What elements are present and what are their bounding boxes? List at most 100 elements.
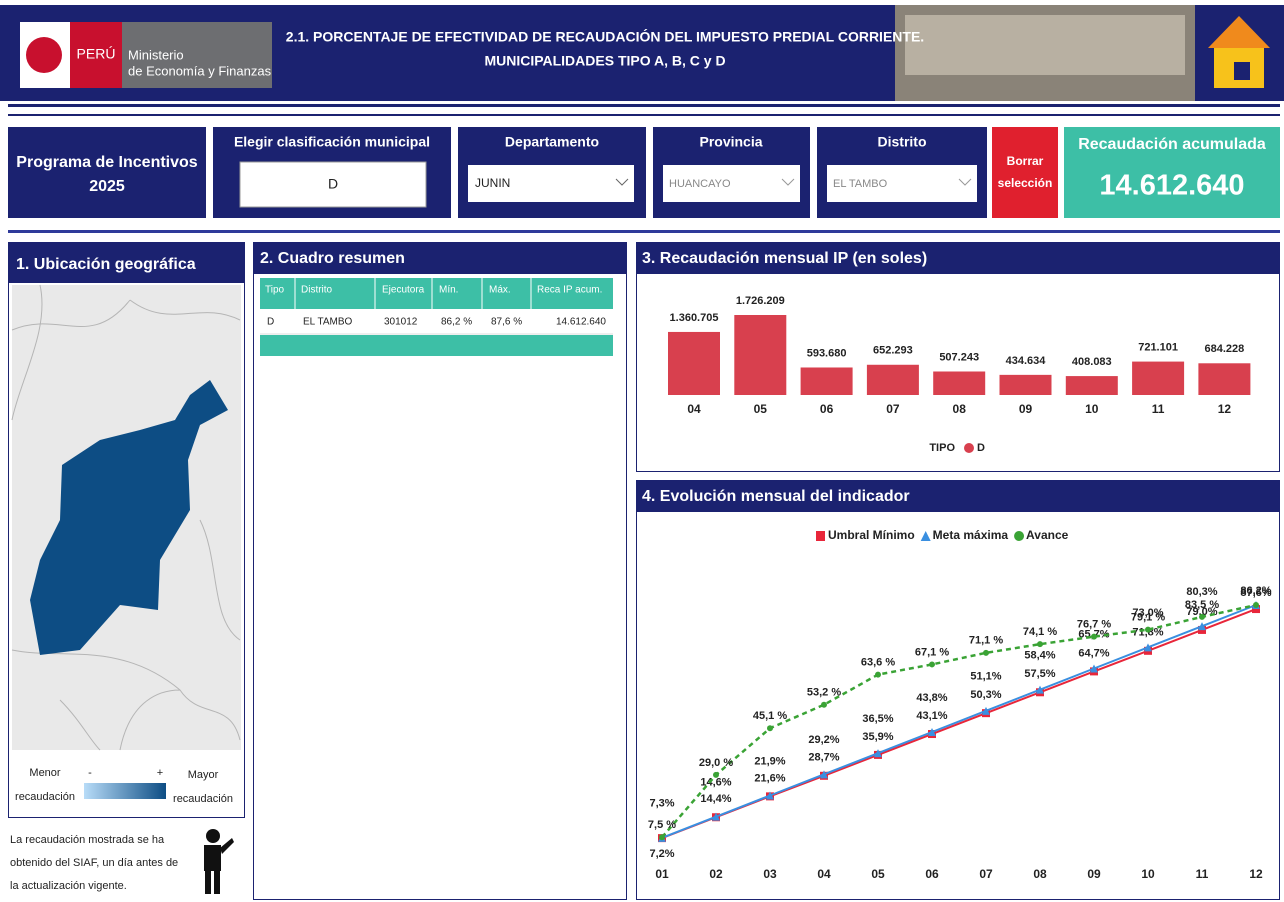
clear-label: Borrar [1007, 154, 1044, 168]
page-title: MUNICIPALIDADES TIPO A, B, C y D [484, 53, 725, 69]
column-header: Distrito [301, 285, 333, 296]
logo-country: PERÚ [77, 46, 116, 62]
data-label: 7,2% [649, 848, 674, 860]
data-label: 21,9% [754, 755, 785, 767]
x-tick-label: 08 [953, 402, 967, 416]
panel-title: 4. Evolución mensual del indicador [642, 488, 910, 505]
bar [1198, 363, 1250, 395]
table-cell: EL TAMBO [303, 317, 352, 328]
x-tick-label: 01 [655, 867, 669, 881]
x-tick-label: 08 [1033, 867, 1047, 881]
panel-title: 3. Recaudación mensual IP (en soles) [642, 250, 927, 267]
divider [8, 230, 1280, 233]
filter-value: D [328, 176, 338, 192]
legend-marker [816, 531, 825, 541]
data-label: 43,8% [916, 692, 947, 704]
point-marker [929, 661, 935, 667]
data-label: 74,1 % [1023, 626, 1057, 638]
filter-value: EL TAMBO [833, 178, 888, 190]
point-marker [1145, 627, 1151, 633]
chart-panel [637, 481, 1280, 900]
data-label: 79,1 % [1131, 612, 1165, 624]
legend-marker [1014, 531, 1024, 541]
data-label: 87,6% [1240, 587, 1271, 599]
panel-title: 2. Cuadro resumen [260, 250, 405, 267]
logo-ministry: de Economía y Finanzas [128, 63, 272, 78]
logo-shield [26, 37, 62, 73]
x-tick-label: 05 [871, 867, 885, 881]
data-label: 29,2% [808, 734, 839, 746]
header-photo-building [905, 15, 1185, 75]
data-label: 51,1% [970, 671, 1001, 683]
clear-label: selección [998, 176, 1053, 190]
legend-title: TIPO [929, 442, 955, 454]
page: PERÚ Ministerio de Economía y Finanzas 2… [0, 0, 1284, 902]
filter-label: Provincia [699, 134, 762, 150]
clear-button[interactable] [992, 127, 1058, 218]
filter-label: Departamento [505, 134, 599, 150]
table-total-row [260, 335, 613, 356]
x-tick-label: 05 [754, 402, 768, 416]
bar [1000, 375, 1052, 395]
note: la actualización vigente. [10, 880, 127, 892]
filter-label: Elegir clasificación municipal [234, 134, 430, 150]
x-tick-label: 12 [1249, 867, 1263, 881]
point-marker [821, 702, 827, 708]
data-label: 76,7 % [1077, 619, 1111, 631]
x-tick-label: 09 [1019, 402, 1033, 416]
page-title: 2.1. PORCENTAJE DE EFECTIVIDAD DE RECAUD… [286, 28, 924, 45]
column-header: Máx. [489, 285, 511, 296]
x-tick-label: 03 [763, 867, 777, 881]
x-tick-label: 11 [1196, 867, 1209, 881]
x-tick-label: 12 [1218, 402, 1232, 416]
x-tick-label: 11 [1152, 402, 1165, 416]
map-legend-gradient [84, 783, 166, 799]
x-tick-label: 09 [1087, 867, 1101, 881]
data-label: 80,3% [1186, 586, 1217, 598]
x-tick-label: 02 [709, 867, 723, 881]
legend-label: D [977, 442, 985, 454]
person-icon [204, 829, 234, 894]
x-tick-label: 07 [886, 402, 900, 416]
point-marker [1037, 641, 1043, 647]
data-label: 43,1% [916, 710, 947, 722]
table-cell: D [267, 317, 274, 328]
program-label: 2025 [89, 178, 125, 195]
bar [801, 367, 853, 395]
data-label: 684.228 [1205, 343, 1245, 355]
data-label: 35,9% [862, 731, 893, 743]
point-marker [767, 725, 773, 731]
x-tick-label: 04 [687, 402, 701, 416]
map-legend-sign: + [157, 767, 163, 779]
data-label: 58,4% [1024, 650, 1055, 662]
program-box [8, 127, 206, 218]
data-label: 7,3% [649, 798, 674, 810]
legend-label: Umbral Mínimo [828, 528, 915, 542]
divider [8, 114, 1280, 116]
kpi-label: Recaudación acumulada [1078, 136, 1266, 153]
column-header: Reca IP acum. [537, 285, 602, 296]
data-label: 67,1 % [915, 646, 949, 658]
map-legend-sign: - [88, 767, 92, 779]
x-tick-label: 04 [817, 867, 831, 881]
data-label: 408.083 [1072, 356, 1112, 368]
data-label: 721.101 [1138, 341, 1178, 353]
data-label: 21,6% [754, 772, 785, 784]
point-marker [659, 834, 665, 840]
point-marker [983, 650, 989, 656]
data-label: 7,5 % [648, 819, 676, 831]
bar [668, 332, 720, 395]
dashboard: PERÚ Ministerio de Economía y Finanzas 2… [0, 0, 1284, 902]
filter-value: JUNIN [475, 176, 510, 190]
data-label: 57,5% [1024, 668, 1055, 680]
panel-title: 1. Ubicación geográfica [16, 256, 196, 273]
divider [8, 104, 1280, 107]
data-label: 593.680 [807, 347, 847, 359]
point-marker [1091, 634, 1097, 640]
x-tick-label: 07 [979, 867, 993, 881]
data-label: 14,4% [700, 793, 731, 805]
point-marker [1253, 602, 1259, 608]
legend-marker [964, 443, 974, 453]
data-label: 50,3% [970, 689, 1001, 701]
data-label: 83,5 % [1185, 599, 1219, 611]
